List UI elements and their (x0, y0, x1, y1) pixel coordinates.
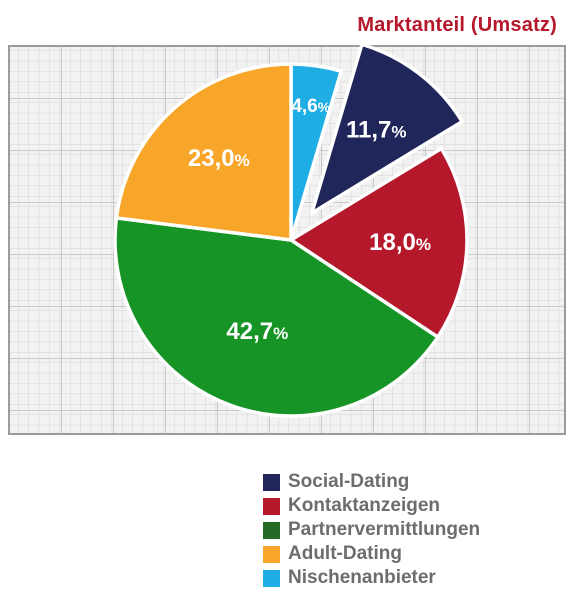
legend-item-partnervermittlungen: Partnervermittlungen (263, 518, 480, 542)
legend-swatch (263, 569, 280, 587)
pie-slice-kontaktanzeigen (289, 146, 469, 339)
pie-slice-social-dating (310, 42, 464, 215)
legend-swatch (263, 497, 280, 515)
legend-label: Adult-Dating (288, 543, 402, 564)
slice-label: 23,0% (188, 145, 250, 172)
legend-swatch (263, 521, 280, 539)
legend: Social-Dating Kontaktanzeigen Partnerver… (263, 470, 480, 590)
legend-label: Kontaktanzeigen (288, 495, 441, 516)
legend-item-adult-dating: Adult-Dating (263, 542, 480, 566)
legend-swatch (263, 545, 280, 563)
pie-labels: 4,6% 11,7% 18,0% 42,7% 23,0% (188, 96, 431, 345)
chart-title: Marktanteil (Umsatz) (357, 14, 557, 36)
slice-label: 4,6% (291, 96, 330, 117)
legend-item-nischenanbieter: Nischenanbieter (263, 566, 480, 590)
pie-slice-adult-dating (114, 62, 293, 242)
slice-label: 18,0% (369, 229, 431, 256)
legend-label: Social-Dating (288, 471, 410, 492)
legend-item-social-dating: Social-Dating (263, 470, 480, 494)
legend-swatch (263, 473, 280, 491)
slice-label: 42,7% (226, 318, 288, 345)
pie-slice-partnervermittlungen (113, 216, 440, 418)
legend-label: Partnervermittlungen (288, 519, 481, 540)
pie-slices (113, 42, 469, 418)
slice-label: 11,7% (346, 116, 407, 143)
legend-label: Nischenanbieter (288, 567, 436, 588)
legend-item-kontaktanzeigen: Kontaktanzeigen (263, 494, 480, 518)
